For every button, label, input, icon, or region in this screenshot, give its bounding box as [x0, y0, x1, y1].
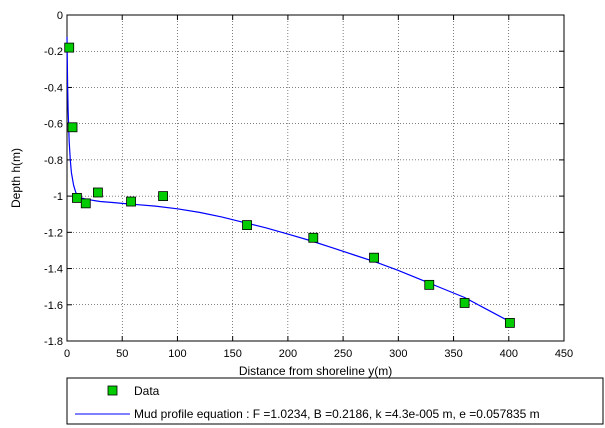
y-tick-label: -1.2 [44, 227, 63, 239]
x-tick-label: 200 [279, 348, 297, 360]
legend: Data Mud profile equation : F =1.0234, B… [66, 377, 604, 425]
series-layer [64, 36, 515, 328]
axis-ticks [66, 14, 565, 342]
y-tick-label: -1.4 [44, 264, 63, 276]
data-point [126, 196, 136, 207]
y-axis-label: Depth h(m) [9, 148, 23, 208]
data-point [80, 198, 91, 209]
data-point [369, 252, 379, 263]
data-point [459, 298, 470, 308]
data-point [424, 279, 435, 290]
y-tick-labels: 0 -0.2 -0.4 -0.6 -0.8 -1 -1.2 -1.4 -1.6 -1.8 [44, 10, 63, 348]
legend-label-data: Data [134, 384, 160, 398]
data-point [67, 122, 78, 133]
legend-label-profile: Mud profile equation : F =1.0234, B =0.2… [134, 407, 540, 421]
plot-area [67, 15, 564, 341]
y-tick-label: -1.8 [44, 336, 63, 348]
grid [67, 15, 564, 341]
mud-profile-line [66, 36, 510, 322]
data-point [93, 187, 103, 198]
x-tick-label: 400 [500, 348, 518, 360]
data-point [504, 317, 515, 328]
x-tick-label: 100 [168, 348, 186, 360]
x-axis-label: Distance from shoreline y(m) [239, 364, 392, 378]
x-tick-label: 300 [389, 348, 407, 360]
data-point [64, 42, 75, 53]
y-tick-label: -0.4 [44, 82, 63, 94]
legend-marker-data [107, 385, 118, 396]
data-point [308, 232, 319, 243]
y-tick-label: -0.2 [44, 46, 63, 58]
data-point [242, 220, 252, 230]
y-tick-label: -0.6 [44, 119, 63, 131]
data-point [158, 191, 168, 202]
y-tick-label: -1 [53, 191, 63, 203]
y-tick-label: 0 [57, 10, 63, 22]
x-tick-label: 250 [334, 348, 352, 360]
y-tick-label: -1.6 [44, 300, 63, 312]
plot-frame [66, 14, 565, 342]
legend-box [66, 377, 604, 425]
data-point [72, 193, 82, 203]
x-tick-labels: 0 50 100 150 200 250 300 350 400 450 [64, 348, 573, 360]
x-tick-label: 450 [555, 348, 573, 360]
x-tick-label: 150 [223, 348, 241, 360]
x-tick-label: 0 [64, 348, 70, 360]
y-tick-label: -0.8 [44, 155, 63, 167]
x-tick-label: 350 [444, 348, 462, 360]
x-tick-label: 50 [116, 348, 128, 360]
